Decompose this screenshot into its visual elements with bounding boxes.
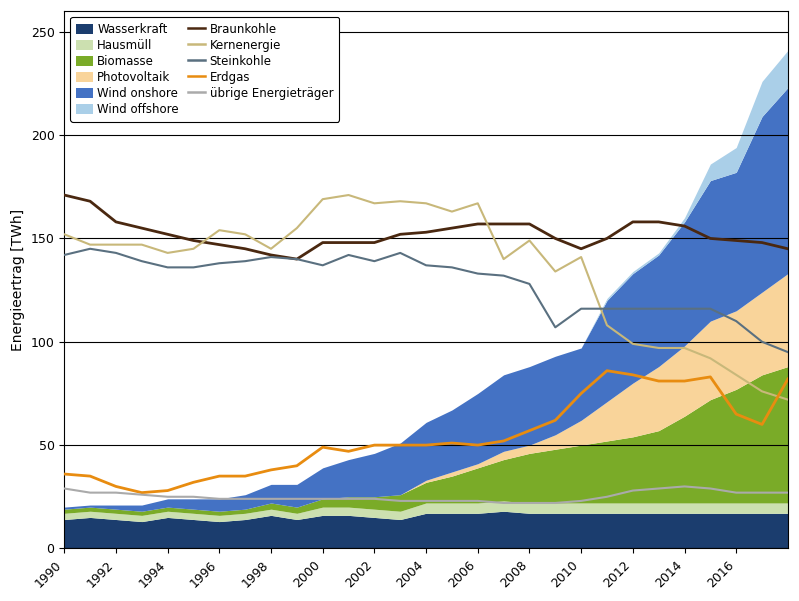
Y-axis label: Energieertrag [TWh]: Energieertrag [TWh]	[11, 209, 25, 351]
Legend: Wasserkraft, Hausmüll, Biomasse, Photovoltaik, Wind onshore, Wind offshore, Brau: Wasserkraft, Hausmüll, Biomasse, Photovo…	[70, 17, 339, 121]
